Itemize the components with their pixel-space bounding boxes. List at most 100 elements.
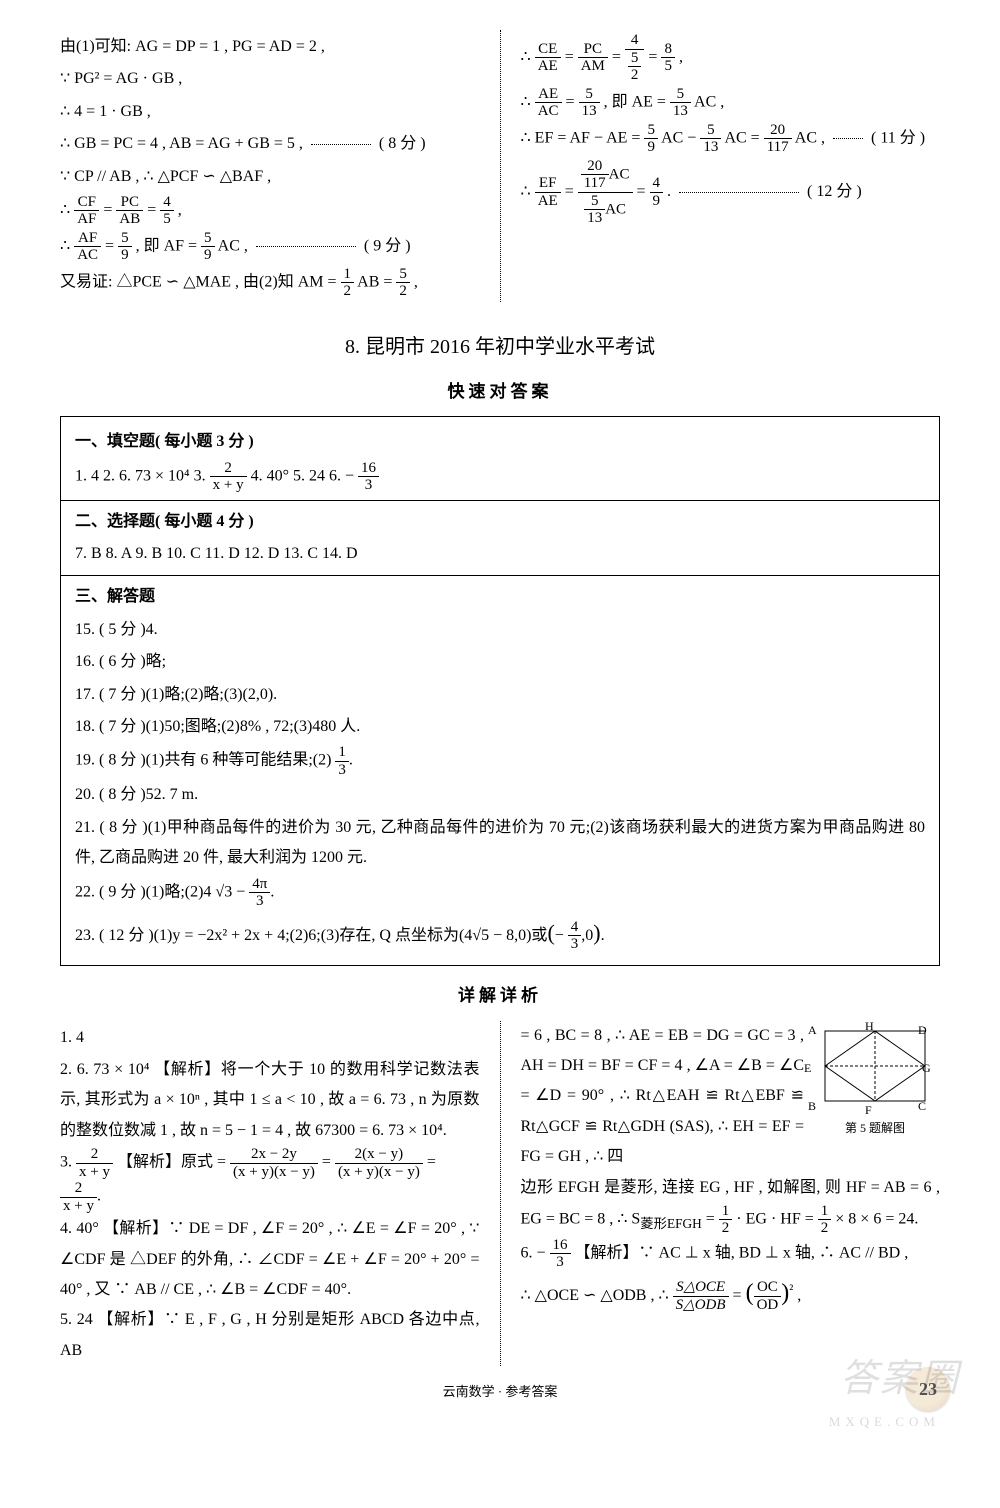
fraction: 12: [719, 1203, 733, 1237]
text: ∴ △OCE ∽ △ODB , ∴: [521, 1287, 673, 1304]
solution-text: ∴ 4 = 1 · GB ,: [60, 97, 480, 127]
numerator: OC: [754, 1279, 782, 1297]
denominator: 117: [764, 139, 792, 156]
text: AC ,: [694, 93, 724, 110]
answers-line: 1. 4 2. 6. 73 × 10⁴ 3. 2x + y 4. 40° 5. …: [75, 460, 925, 494]
paren-close: ): [593, 920, 600, 945]
denominator: 2: [719, 1220, 733, 1237]
answer-item: 16. ( 6 分 )略;: [75, 647, 925, 677]
diagram-svg: [815, 1021, 935, 1111]
top-left-column: 由(1)可知: AG = DP = 1 , PG = AD = 2 , ∵ PG…: [60, 30, 480, 302]
leader-dots: [311, 144, 371, 145]
analysis-text: 1. 4: [60, 1023, 480, 1053]
text: ∴: [60, 202, 70, 219]
analysis-text: 4. 40° 【解析】∵ DE = DF , ∠F = 20° , ∴ ∠E =…: [60, 1214, 480, 1305]
detail-columns: 1. 4 2. 6. 73 × 10⁴ 【解析】将一个大于 10 的数用科学记数…: [60, 1021, 940, 1367]
denominator: OD: [754, 1297, 782, 1314]
fraction: PCAM: [578, 41, 608, 75]
score-mark: ( 11 分 ): [871, 129, 925, 146]
fraction: 12: [818, 1203, 832, 1237]
text: 6. −: [521, 1245, 550, 1262]
fraction: 13: [335, 744, 349, 778]
numerator: S△OCE: [673, 1279, 729, 1297]
page-number: 23: [906, 1367, 950, 1411]
numerator: 5: [201, 230, 215, 248]
paren-open: (: [547, 920, 554, 945]
numerator: EF: [535, 175, 561, 193]
diagram-label: C: [918, 1095, 926, 1118]
denominator: AC: [74, 247, 101, 264]
page-footer: 云南数学 · 参考答案 23: [60, 1380, 940, 1405]
numerator: 16: [358, 460, 379, 478]
denominator: x + y: [60, 1198, 97, 1215]
text: ∴ EF = AF − AE =: [521, 129, 645, 146]
numerator: PC: [116, 194, 143, 212]
text: ∴ GB = PC = 4 , AB = AG + GB = 5 ,: [60, 135, 303, 152]
text: ,: [793, 1287, 801, 1304]
denominator: 3: [550, 1254, 571, 1271]
fraction: CFAF: [74, 194, 99, 228]
solution-text: ∴ EF AE = 20117AC 513AC = 49 . ( 12 分 ): [521, 158, 941, 227]
diagram-label: E: [804, 1057, 811, 1080]
fraction: PCAB: [116, 194, 143, 228]
period: .: [601, 927, 605, 944]
text: , 即 AE =: [604, 93, 670, 110]
text: =: [322, 1154, 335, 1171]
text: 22. ( 9 分 )(1)略;(2)4 √3 −: [75, 883, 249, 900]
fraction: 59: [118, 230, 132, 264]
fraction: 4π3: [249, 876, 270, 910]
fraction: 2x + y: [210, 460, 247, 494]
fraction: 43: [568, 919, 582, 953]
fraction: 59: [201, 230, 215, 264]
fraction: 452: [625, 32, 645, 84]
text: 又易证: △PCE ∽ △MAE , 由(2)知 AM =: [60, 274, 341, 291]
section-heading: 二、选择题( 每小题 4 分 ): [75, 507, 925, 537]
denominator: 3: [249, 893, 270, 910]
numerator: 1: [341, 266, 355, 284]
watermark-url: MXQE.COM: [829, 1410, 940, 1435]
section-heading: 一、填空题( 每小题 3 分 ): [75, 427, 925, 457]
text: AB =: [357, 274, 396, 291]
text: 【解析】原式 =: [117, 1154, 230, 1171]
geometry-diagram: A H D E G B F C 第 5 题解图: [810, 1021, 940, 1140]
text: 【解析】∵ AC ⊥ x 轴, BD ⊥ x 轴, ∴ AC // BD ,: [575, 1245, 909, 1262]
fraction: AFAC: [74, 230, 101, 264]
text: =: [427, 1154, 436, 1171]
denominator: 2: [818, 1220, 832, 1237]
diagram-label: B: [808, 1095, 816, 1118]
answer-item: 20. ( 8 分 )52. 7 m.: [75, 780, 925, 810]
text: ,: [414, 274, 418, 291]
numerator: 5: [118, 230, 132, 248]
text: AC −: [661, 129, 700, 146]
section-heading: 三、解答题: [75, 582, 925, 612]
denominator: 3: [335, 762, 349, 779]
fraction: CEAE: [535, 41, 561, 75]
text: ∴: [521, 183, 531, 200]
analysis-text: 边形 EFGH 是菱形, 连接 EG , HF , 如解图, 则 HF = AB…: [521, 1173, 941, 1237]
fraction: 163: [358, 460, 379, 494]
answer-item: 22. ( 9 分 )(1)略;(2)4 √3 − 4π3.: [75, 876, 925, 910]
score-mark: ( 8 分 ): [379, 135, 426, 152]
fraction: 45: [160, 194, 174, 228]
fraction: 49: [650, 175, 664, 209]
denominator: 5: [661, 58, 675, 75]
denominator: 9: [650, 193, 664, 210]
fraction: 59: [644, 122, 658, 156]
denominator: 5: [160, 211, 174, 228]
fraction: 2(x − y)(x + y)(x − y): [335, 1146, 423, 1180]
numerator: 5: [579, 86, 600, 104]
denominator: 13: [700, 139, 721, 156]
numerator: 5: [670, 86, 691, 104]
text: 23. ( 12 分 )(1)y = −2x² + 2x + 4;(2)6;(3…: [75, 927, 547, 944]
answer-item: 15. ( 5 分 )4.: [75, 615, 925, 645]
divider: [61, 500, 939, 501]
text: .: [349, 752, 353, 769]
solution-text: ∴ AEAC = 513 , 即 AE = 513 AC ,: [521, 86, 941, 120]
answer-item: 23. ( 12 分 )(1)y = −2x² + 2x + 4;(2)6;(3…: [75, 912, 925, 954]
score-mark: ( 9 分 ): [364, 238, 411, 255]
text: .: [270, 883, 274, 900]
leader-dots: [256, 246, 356, 247]
text: AC ,: [218, 238, 248, 255]
subscript: 菱形EFGH: [640, 1216, 701, 1231]
text: ∴: [60, 238, 70, 255]
